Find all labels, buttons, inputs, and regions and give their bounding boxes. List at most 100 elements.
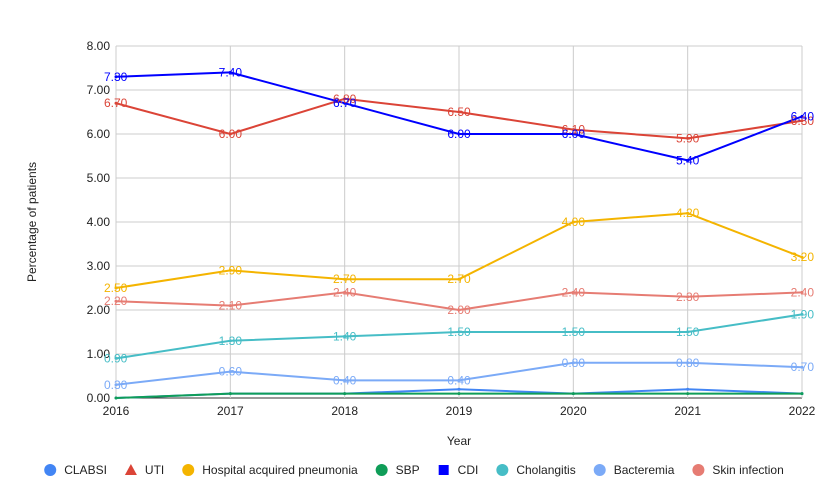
data-point — [343, 334, 347, 338]
data-label: 2.70 — [447, 272, 471, 286]
x-tick-label: 2021 — [674, 404, 701, 418]
data-point — [228, 392, 232, 396]
data-point — [800, 290, 804, 294]
data-point — [800, 392, 804, 396]
data-point — [114, 286, 118, 290]
data-point — [457, 330, 461, 334]
legend-marker-square — [438, 465, 449, 475]
x-tick-label: 2019 — [446, 404, 473, 418]
data-label: 6.70 — [333, 96, 357, 110]
legend-marker-circle — [593, 464, 606, 476]
y-tick-label: 2.00 — [87, 303, 111, 317]
legend-marker-circle — [375, 464, 388, 476]
data-label: 6.40 — [791, 109, 815, 123]
legend-label: SBP — [396, 463, 420, 477]
data-point — [343, 101, 347, 105]
data-label: 2.40 — [333, 285, 357, 299]
data-point — [457, 110, 461, 114]
data-label: 6.70 — [104, 96, 128, 110]
y-tick-label: 1.00 — [87, 347, 111, 361]
data-label: 2.40 — [791, 285, 815, 299]
data-point — [457, 308, 461, 312]
data-label: 0.40 — [447, 373, 471, 387]
data-point — [343, 392, 347, 396]
y-tick-label: 5.00 — [87, 171, 111, 185]
data-point — [800, 255, 804, 259]
y-axis-title: Percentage of patients — [25, 162, 39, 282]
y-tick-label: 3.00 — [87, 259, 111, 273]
data-label: 2.50 — [104, 281, 128, 295]
data-label: 0.90 — [104, 351, 128, 365]
data-label: 2.00 — [447, 303, 471, 317]
y-tick-label: 0.00 — [87, 391, 111, 405]
data-label: 0.30 — [104, 378, 128, 392]
data-point — [686, 387, 690, 391]
x-tick-label: 2018 — [331, 404, 358, 418]
data-label: 3.20 — [791, 250, 815, 264]
data-point — [114, 396, 118, 400]
data-point — [686, 392, 690, 396]
data-label: 7.40 — [219, 65, 243, 79]
legend-label: Hospital acquired pneumonia — [202, 463, 358, 477]
data-point — [571, 128, 575, 132]
data-point — [228, 268, 232, 272]
data-label: 2.40 — [562, 285, 586, 299]
data-label: 5.90 — [676, 131, 700, 145]
legend-marker-circle — [182, 464, 195, 476]
data-point — [686, 330, 690, 334]
data-label: 6.50 — [447, 105, 471, 119]
data-point — [457, 378, 461, 382]
x-axis-title: Year — [447, 434, 471, 448]
data-label: 0.60 — [219, 365, 243, 379]
data-point — [228, 339, 232, 343]
data-point — [571, 330, 575, 334]
data-point — [457, 387, 461, 391]
legend: CLABSI UTI Hospital acquired pneumonia SBP C… — [44, 463, 784, 477]
data-point — [571, 290, 575, 294]
data-point — [114, 383, 118, 387]
data-point — [228, 70, 232, 74]
data-point — [228, 304, 232, 308]
data-point — [114, 75, 118, 79]
legend-label: Cholangitis — [516, 463, 575, 477]
data-point — [686, 361, 690, 365]
data-point — [686, 136, 690, 140]
data-point — [114, 101, 118, 105]
data-label: 6.00 — [447, 127, 471, 141]
legend-marker-triangle — [124, 464, 137, 475]
legend-marker-circle — [692, 464, 705, 476]
data-point — [571, 132, 575, 136]
data-point — [343, 277, 347, 281]
data-label: 0.80 — [676, 356, 700, 370]
data-label: 5.40 — [676, 153, 700, 167]
data-point — [571, 220, 575, 224]
data-label: 2.10 — [219, 299, 243, 313]
data-label: 6.30 — [791, 114, 815, 128]
data-label: 7.30 — [104, 70, 128, 84]
data-point — [457, 132, 461, 136]
data-label: 2.90 — [219, 263, 243, 277]
data-label: 6.00 — [562, 127, 586, 141]
data-point — [114, 356, 118, 360]
data-point — [457, 392, 461, 396]
data-point — [686, 158, 690, 162]
x-tick-label: 2016 — [103, 404, 130, 418]
data-point — [800, 114, 804, 118]
data-point — [800, 119, 804, 123]
data-point — [686, 295, 690, 299]
data-label: 0.40 — [333, 373, 357, 387]
legend-label: Bacteremia — [614, 463, 675, 477]
y-tick-label: 4.00 — [87, 215, 111, 229]
data-point — [800, 365, 804, 369]
data-point — [228, 370, 232, 374]
data-point — [228, 132, 232, 136]
x-tick-label: 2020 — [560, 404, 587, 418]
data-label: 2.70 — [333, 272, 357, 286]
data-label: 2.20 — [104, 294, 128, 308]
y-tick-label: 7.00 — [87, 83, 111, 97]
data-label: 1.50 — [447, 325, 471, 339]
data-point — [343, 378, 347, 382]
series-lines — [114, 70, 804, 400]
data-label: 6.80 — [333, 92, 357, 106]
data-label: 0.70 — [791, 360, 815, 374]
